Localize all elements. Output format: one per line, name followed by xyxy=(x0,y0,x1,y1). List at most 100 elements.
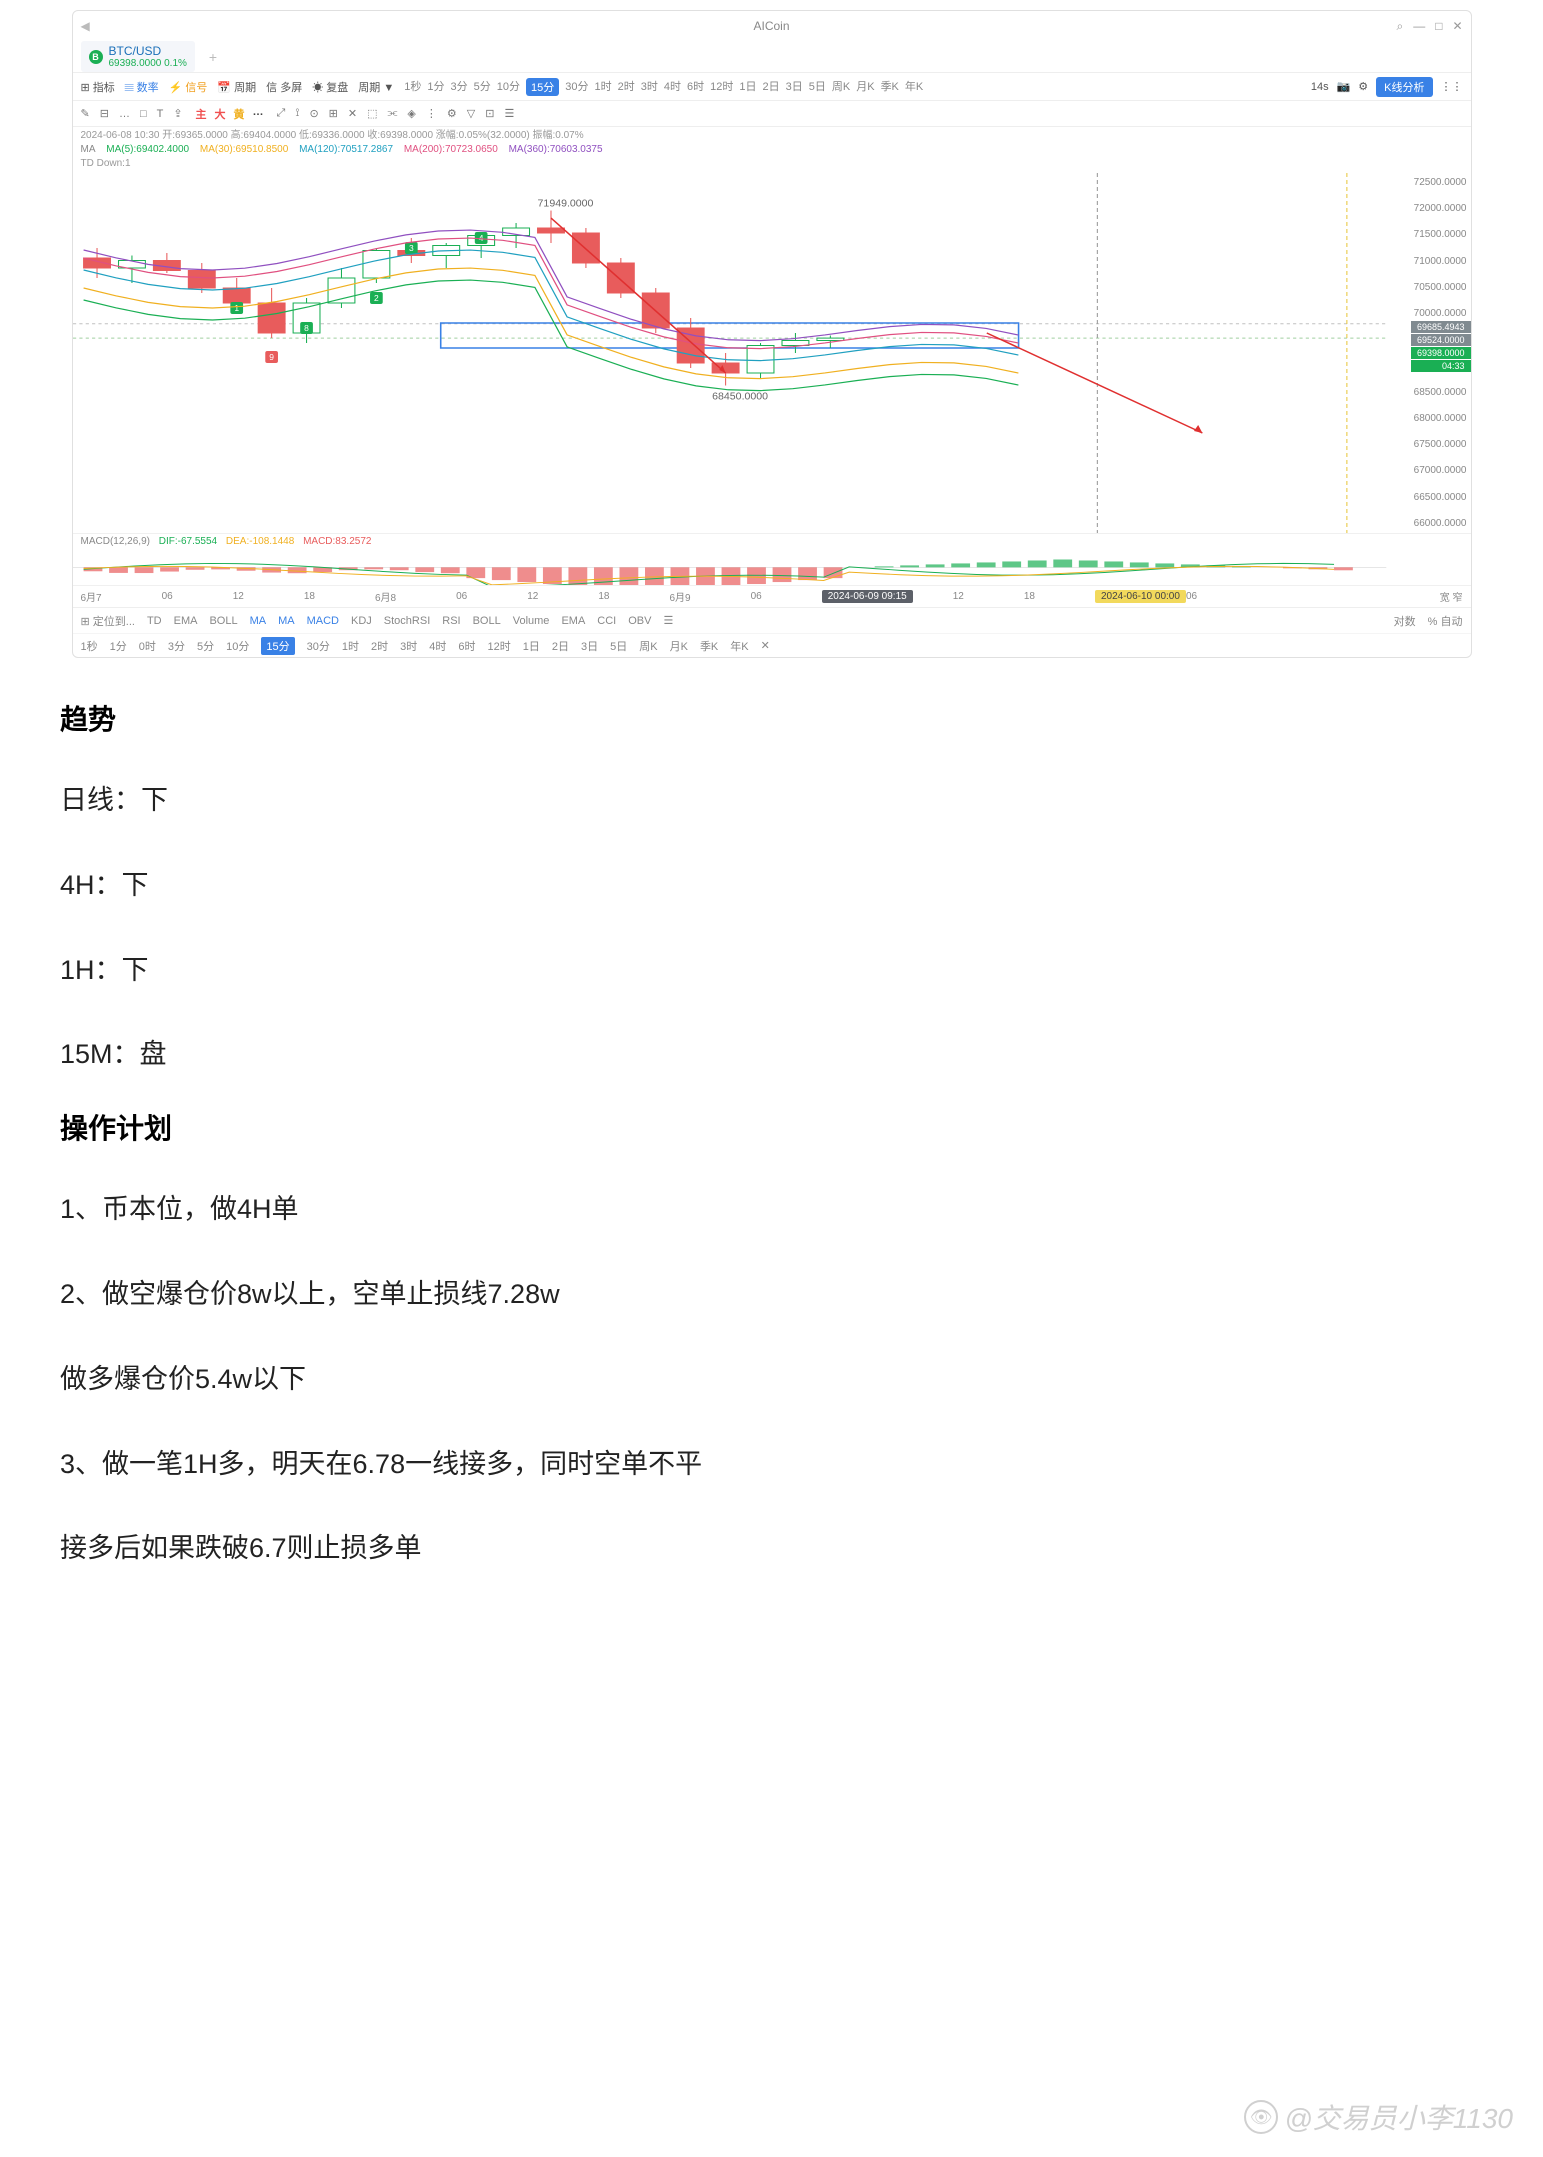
text-icon[interactable]: T xyxy=(157,108,164,120)
bottom-tf-1时[interactable]: 1时 xyxy=(342,638,359,654)
btn-huang[interactable]: 黄 xyxy=(231,106,248,122)
search-icon[interactable]: ⌕ xyxy=(1396,19,1403,34)
glyph-icon-0[interactable]: ⤢ xyxy=(277,107,286,120)
btn-zhu[interactable]: 主 xyxy=(193,106,210,122)
glyph-icon-4[interactable]: ✕ xyxy=(348,107,357,120)
bottom-tf-年K[interactable]: 年K xyxy=(730,638,748,654)
indicator-MA[interactable]: MA xyxy=(278,615,295,627)
indicator-⊞ 定位到...[interactable]: ⊞ 定位到... xyxy=(81,613,135,629)
timeframe-年K[interactable]: 年K xyxy=(905,78,923,96)
timeframe-3时[interactable]: 3时 xyxy=(641,78,658,96)
glyph-icon-1[interactable]: ⟟ xyxy=(295,107,299,120)
glyph-icon-3[interactable]: ⊞ xyxy=(329,107,338,120)
pct-auto-label[interactable]: % 自动 xyxy=(1428,613,1463,629)
tb-replay[interactable]: ☀ 复盘 xyxy=(312,79,348,95)
tb-indicator[interactable]: ⊞ 指标 xyxy=(81,79,115,95)
indicator-KDJ[interactable]: KDJ xyxy=(351,615,372,627)
timeframe-4时[interactable]: 4时 xyxy=(664,78,681,96)
timeframe-1秒[interactable]: 1秒 xyxy=(404,78,421,96)
indicator-StochRSI[interactable]: StochRSI xyxy=(384,615,430,627)
bottom-tf-12时[interactable]: 12时 xyxy=(488,638,511,654)
timeframe-3分[interactable]: 3分 xyxy=(451,78,468,96)
tb-signal[interactable]: ⚡ 信号 xyxy=(169,79,208,95)
share-icon[interactable]: ⋮⋮ xyxy=(1441,80,1463,93)
add-tab-icon[interactable]: + xyxy=(209,49,217,65)
indicator-TD[interactable]: TD xyxy=(147,615,162,627)
glyph-icon-7[interactable]: ◈ xyxy=(407,107,415,120)
indicator-MACD[interactable]: MACD xyxy=(307,615,339,627)
bottom-tf-10分[interactable]: 10分 xyxy=(226,638,249,654)
tb-period-dd[interactable]: 周期 ▼ xyxy=(358,79,394,95)
bottom-tf-1分[interactable]: 1分 xyxy=(110,638,127,654)
glyph-icon-6[interactable]: ⫘ xyxy=(388,107,398,120)
tb-multi[interactable]: 信 多屏 xyxy=(266,79,302,95)
bottom-tf-月K[interactable]: 月K xyxy=(670,638,688,654)
indicator-BOLL[interactable]: BOLL xyxy=(473,615,501,627)
gear-icon[interactable]: ⚙ xyxy=(1358,80,1368,93)
indicator-MA[interactable]: MA xyxy=(250,615,267,627)
camera-icon[interactable]: 📷 xyxy=(1337,80,1351,93)
timeframe-5日[interactable]: 5日 xyxy=(809,78,826,96)
timeframe-3日[interactable]: 3日 xyxy=(786,78,803,96)
bottom-tf-0时[interactable]: 0时 xyxy=(139,638,156,654)
log-label[interactable]: 对数 xyxy=(1394,613,1416,629)
timeframe-2日[interactable]: 2日 xyxy=(763,78,780,96)
chevron-left-icon[interactable]: ◀ xyxy=(81,19,90,33)
timeframe-1分[interactable]: 1分 xyxy=(427,78,444,96)
tb-rate[interactable]: 𝄙 数率 xyxy=(125,79,159,95)
bottom-tf-2时[interactable]: 2时 xyxy=(371,638,388,654)
indicator-EMA[interactable]: EMA xyxy=(174,615,198,627)
bottom-tf-5日[interactable]: 5日 xyxy=(610,638,627,654)
bottom-tf-2日[interactable]: 2日 xyxy=(552,638,569,654)
indicator-CCI[interactable]: CCI xyxy=(597,615,616,627)
bottom-tf-3日[interactable]: 3日 xyxy=(581,638,598,654)
bottom-tf-季K[interactable]: 季K xyxy=(700,638,718,654)
timeframe-12时[interactable]: 12时 xyxy=(710,78,733,96)
bottom-tf-3分[interactable]: 3分 xyxy=(168,638,185,654)
bottom-tf-✕[interactable]: ✕ xyxy=(761,639,770,652)
indicator-OBV[interactable]: OBV xyxy=(628,615,651,627)
timeframe-1日[interactable]: 1日 xyxy=(739,78,756,96)
indicator-☰[interactable]: ☰ xyxy=(663,614,673,627)
timeframe-10分[interactable]: 10分 xyxy=(497,78,520,96)
timeframe-季K[interactable]: 季K xyxy=(881,78,899,96)
indicator-RSI[interactable]: RSI xyxy=(442,615,460,627)
glyph-icon-9[interactable]: ⚙ xyxy=(447,107,457,120)
bottom-tf-30分[interactable]: 30分 xyxy=(307,638,330,654)
bottom-tf-周K[interactable]: 周K xyxy=(639,638,657,654)
timeframe-6时[interactable]: 6时 xyxy=(687,78,704,96)
timeframe-月K[interactable]: 月K xyxy=(856,78,874,96)
upload-icon[interactable]: ⇪ xyxy=(173,107,182,120)
timeframe-30分[interactable]: 30分 xyxy=(565,78,588,96)
glyph-icon-8[interactable]: ⋮ xyxy=(426,107,437,120)
indicator-BOLL[interactable]: BOLL xyxy=(209,615,237,627)
bottom-tf-3时[interactable]: 3时 xyxy=(400,638,417,654)
glyph-icon-5[interactable]: ⬚ xyxy=(367,107,377,120)
bottom-tf-15分[interactable]: 15分 xyxy=(261,637,294,655)
timeframe-15分[interactable]: 15分 xyxy=(526,78,559,96)
bottom-tf-5分[interactable]: 5分 xyxy=(197,638,214,654)
bottom-tf-4时[interactable]: 4时 xyxy=(429,638,446,654)
timeframe-1时[interactable]: 1时 xyxy=(595,78,612,96)
more-icon[interactable]: … xyxy=(119,108,130,120)
glyph-icon-11[interactable]: ⊡ xyxy=(485,107,494,120)
shape-icon[interactable]: □ xyxy=(140,108,147,120)
timeframe-2时[interactable]: 2时 xyxy=(618,78,635,96)
close-icon[interactable]: ✕ xyxy=(1452,19,1462,34)
symbol-tab[interactable]: B BTC/USD 69398.0000 0.1% xyxy=(81,41,195,72)
main-chart-area[interactable]: 18234971949.000068450.0000 72500.0000720… xyxy=(73,173,1471,533)
minimize-icon[interactable]: — xyxy=(1413,19,1425,34)
btn-da[interactable]: 大 xyxy=(212,106,229,122)
bottom-tf-1秒[interactable]: 1秒 xyxy=(81,638,98,654)
tb-period[interactable]: 📅 周期 xyxy=(217,79,256,95)
timeframe-5分[interactable]: 5分 xyxy=(474,78,491,96)
glyph-icon-10[interactable]: ▽ xyxy=(467,107,475,120)
indicator-Volume[interactable]: Volume xyxy=(513,615,550,627)
indicator-EMA[interactable]: EMA xyxy=(561,615,585,627)
maximize-icon[interactable]: □ xyxy=(1435,19,1442,34)
glyph-icon-2[interactable]: ⊙ xyxy=(309,107,318,120)
timeframe-周K[interactable]: 周K xyxy=(832,78,850,96)
glyph-icon-12[interactable]: ☰ xyxy=(504,107,514,120)
bottom-tf-1日[interactable]: 1日 xyxy=(523,638,540,654)
bottom-tf-6时[interactable]: 6时 xyxy=(458,638,475,654)
